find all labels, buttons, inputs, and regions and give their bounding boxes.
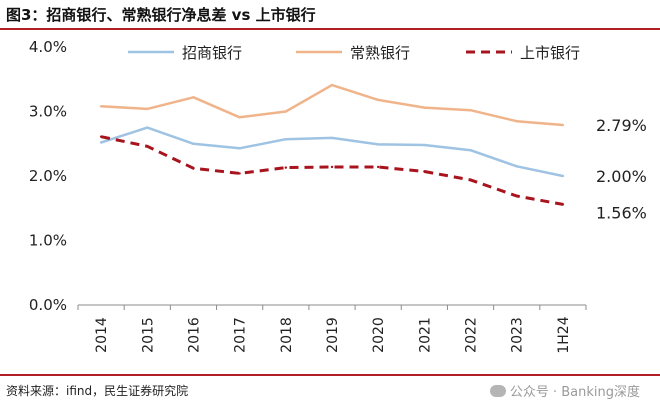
end-value-label: 2.00% [596, 167, 647, 186]
legend-label-2: 常熟银行 [350, 44, 410, 62]
data-point [330, 165, 334, 169]
watermark: 公众号 · Banking深度 [489, 381, 640, 400]
data-point [515, 165, 518, 168]
data-point [423, 106, 426, 109]
data-point [146, 107, 149, 111]
data-point [376, 143, 380, 146]
data-point [99, 105, 103, 108]
data-point [330, 83, 334, 87]
x-tick-label: 2015 [140, 317, 156, 353]
data-point [423, 170, 426, 173]
data-point [99, 135, 103, 138]
x-tick-label: 2020 [371, 317, 387, 353]
y-tick-label: 2.0% [29, 167, 67, 185]
title-bar: 图3：招商银行、常熟银行净息差 vs 上市银行 [0, 0, 660, 30]
data-point [238, 116, 241, 119]
data-point [561, 174, 565, 178]
data-point [561, 203, 565, 206]
data-point [192, 96, 195, 99]
data-point [238, 147, 241, 150]
source-note: 资料来源：ifind，民生证券研究院 [6, 384, 189, 398]
series-line-3 [100, 135, 564, 206]
y-tick-label: 1.0% [29, 232, 67, 250]
data-point [515, 194, 518, 198]
data-point [515, 119, 518, 123]
end-value-label: 1.56% [596, 203, 647, 222]
data-point [376, 98, 380, 102]
x-tick-label: 1H24 [556, 316, 572, 353]
data-point [561, 123, 565, 127]
data-point [469, 109, 472, 112]
data-point [238, 172, 241, 175]
x-tick-label: 2021 [417, 317, 433, 353]
data-point [469, 178, 472, 182]
wechat-icon [489, 385, 506, 397]
legend-label-1: 招商银行 [182, 44, 242, 62]
data-point [192, 142, 195, 145]
footer: 资料来源：ifind，民生证券研究院 公众号 · Banking深度 [0, 374, 660, 403]
data-point [146, 126, 149, 129]
y-tick-label: 0.0% [29, 296, 67, 314]
data-point [284, 166, 288, 169]
data-point [284, 110, 288, 113]
x-tick-label: 2018 [279, 317, 295, 353]
x-tick-label: 2022 [464, 317, 480, 353]
data-point [99, 141, 103, 144]
data-point [376, 165, 380, 169]
data-point [469, 149, 472, 152]
line-chart: 2014 2015 2016 2017 2018 2019 2020 2021 2022 2023… [29, 38, 647, 354]
data-point [423, 143, 426, 147]
x-tick-label: 2023 [510, 317, 526, 353]
x-tick-label: 2014 [94, 317, 110, 353]
legend-label-3: 上市银行 [520, 44, 580, 62]
data-point [146, 145, 149, 148]
x-tick-label: 2016 [186, 317, 202, 353]
end-value-label: 2.79% [596, 116, 647, 135]
data-point [192, 167, 195, 170]
series-line-2 [101, 83, 564, 127]
data-point [284, 138, 288, 141]
chart-title: 图3：招商银行、常熟银行净息差 vs 上市银行 [6, 6, 316, 24]
y-tick-label: 3.0% [29, 103, 67, 121]
series-line-1 [100, 126, 564, 178]
x-tick-label: 2017 [233, 317, 249, 353]
x-tick-label: 2019 [325, 317, 341, 353]
y-tick-label: 4.0% [29, 38, 67, 56]
watermark-text: 公众号 · Banking深度 [509, 385, 640, 400]
data-point [330, 136, 334, 140]
